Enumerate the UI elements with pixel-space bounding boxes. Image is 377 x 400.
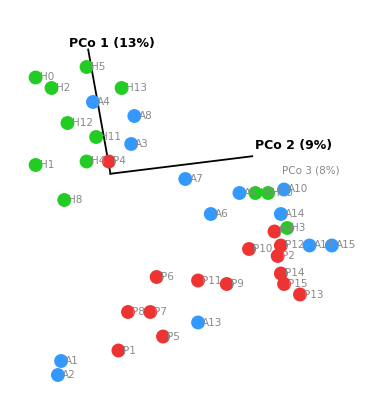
Text: H12: H12 (72, 118, 93, 128)
Point (131, 113, 137, 119)
Point (61, 197, 67, 203)
Text: A14: A14 (285, 209, 305, 219)
Point (84, 158, 90, 165)
Text: PCo 3 (8%): PCo 3 (8%) (282, 165, 340, 175)
Text: P15: P15 (288, 279, 308, 289)
Point (64, 120, 70, 126)
Text: A4: A4 (97, 97, 111, 107)
Point (58, 358, 64, 364)
Text: H9: H9 (259, 188, 274, 198)
Point (246, 246, 252, 252)
Text: H3: H3 (291, 223, 306, 233)
Point (32, 74, 38, 81)
Point (119, 85, 125, 91)
Point (32, 162, 38, 168)
Point (281, 281, 287, 287)
Point (90, 99, 96, 105)
Text: PCo 2 (9%): PCo 2 (9%) (255, 139, 333, 152)
Text: P14: P14 (285, 268, 305, 278)
Point (182, 176, 188, 182)
Text: H5: H5 (91, 62, 105, 72)
Point (195, 277, 201, 284)
Point (208, 211, 214, 217)
Text: A1: A1 (65, 356, 79, 366)
Point (125, 309, 131, 315)
Point (329, 242, 335, 249)
Point (147, 309, 153, 315)
Text: A2: A2 (62, 370, 76, 380)
Point (49, 85, 55, 91)
Point (278, 211, 284, 217)
Text: A8: A8 (138, 111, 152, 121)
Text: P1: P1 (123, 346, 135, 356)
Text: P3: P3 (279, 226, 291, 236)
Point (236, 190, 242, 196)
Point (275, 253, 281, 259)
Point (271, 228, 277, 235)
Text: H10: H10 (272, 188, 293, 198)
Text: P5: P5 (167, 332, 180, 342)
Text: P6: P6 (161, 272, 174, 282)
Point (278, 242, 284, 249)
Point (195, 319, 201, 326)
Point (160, 333, 166, 340)
Text: P12: P12 (285, 240, 305, 250)
Text: P11: P11 (202, 276, 222, 286)
Point (281, 186, 287, 193)
Point (224, 281, 230, 287)
Point (307, 242, 313, 249)
Point (93, 134, 99, 140)
Point (84, 64, 90, 70)
Text: P13: P13 (304, 290, 323, 300)
Point (278, 270, 284, 277)
Text: P4: P4 (113, 156, 126, 166)
Text: PCo 1 (13%): PCo 1 (13%) (69, 37, 155, 50)
Text: H11: H11 (100, 132, 121, 142)
Text: P7: P7 (155, 307, 167, 317)
Text: A13: A13 (202, 318, 222, 328)
Point (154, 274, 160, 280)
Point (265, 190, 271, 196)
Text: H1: H1 (40, 160, 54, 170)
Text: A9: A9 (244, 188, 257, 198)
Text: A11: A11 (314, 240, 334, 250)
Text: H13: H13 (126, 83, 147, 93)
Text: A3: A3 (135, 139, 149, 149)
Text: P9: P9 (231, 279, 244, 289)
Text: A10: A10 (288, 184, 308, 194)
Text: H0: H0 (40, 72, 54, 82)
Text: A6: A6 (215, 209, 229, 219)
Point (297, 291, 303, 298)
Text: H4: H4 (91, 156, 105, 166)
Text: A15: A15 (336, 240, 356, 250)
Text: A7: A7 (190, 174, 203, 184)
Text: P8: P8 (132, 307, 145, 317)
Point (252, 190, 258, 196)
Text: P2: P2 (282, 251, 295, 261)
Point (55, 372, 61, 378)
Point (284, 225, 290, 231)
Text: H8: H8 (69, 195, 83, 205)
Point (106, 158, 112, 165)
Text: H2: H2 (56, 83, 70, 93)
Text: P10: P10 (253, 244, 273, 254)
Point (115, 347, 121, 354)
Point (128, 141, 134, 147)
